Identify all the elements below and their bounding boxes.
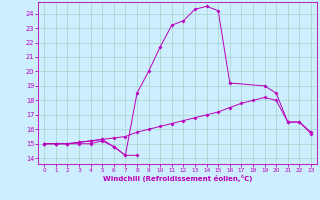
X-axis label: Windchill (Refroidissement éolien,°C): Windchill (Refroidissement éolien,°C) [103, 175, 252, 182]
